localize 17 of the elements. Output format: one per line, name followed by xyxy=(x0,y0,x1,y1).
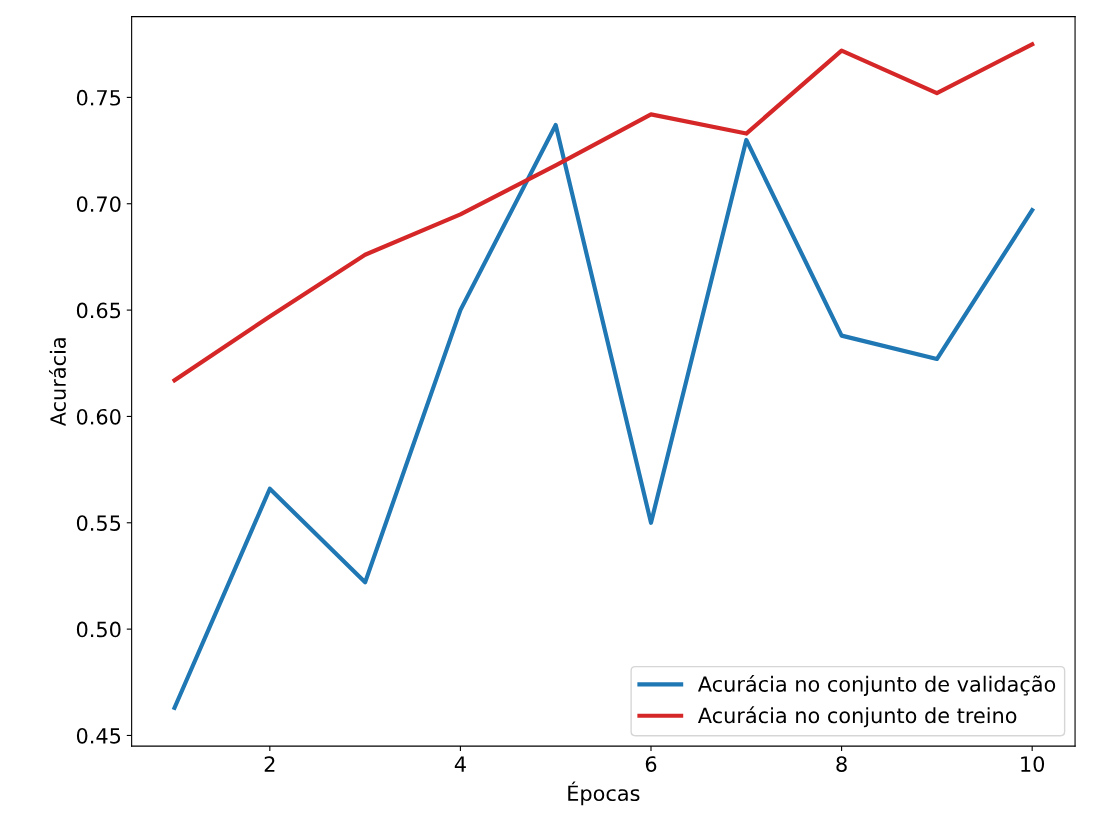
y-tick-label: 0.70 xyxy=(76,196,121,212)
x-tick-label: 10 xyxy=(1021,756,1045,772)
y-tick-label: 0.50 xyxy=(76,621,121,638)
y-tick-label: 0.45 xyxy=(76,727,121,744)
y-tick-label: 0.60 xyxy=(76,408,121,425)
legend-label: Acurácia no conjunto de treino xyxy=(697,706,1017,728)
x-tick-label: 6 xyxy=(645,756,657,772)
line-series xyxy=(172,42,1035,383)
y-tick-label: 0.55 xyxy=(76,515,121,531)
x-tick-label: 8 xyxy=(836,756,847,772)
x-tick-label: 2 xyxy=(264,756,275,772)
legend-label: Acurácia no conjunto de validação xyxy=(697,674,1056,696)
x-tick-label: 4 xyxy=(454,756,466,772)
y-tick-label: 0.75 xyxy=(76,89,121,106)
y-axis-title: Acurácia xyxy=(48,338,66,427)
x-axis-title: Épocas xyxy=(568,781,640,806)
y-tick-label: 0.65 xyxy=(76,302,121,319)
